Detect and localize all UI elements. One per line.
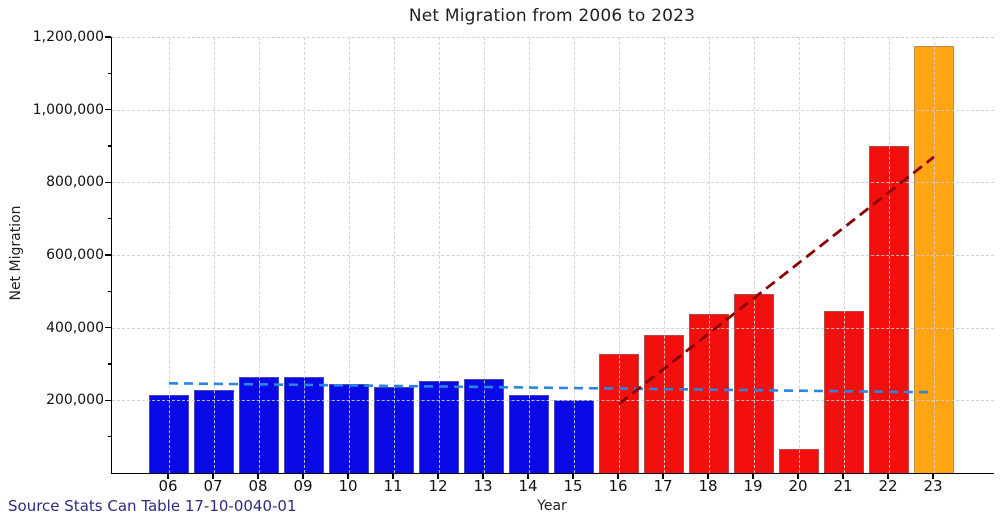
y-tick-mark — [105, 36, 111, 38]
gridline-vertical — [529, 37, 530, 473]
x-tick-mark — [527, 474, 529, 479]
recent-growth-trend — [618, 155, 935, 406]
x-tick-mark — [257, 474, 259, 479]
x-tick-mark — [302, 474, 304, 479]
gridline-vertical — [349, 37, 350, 473]
y-tick-mark — [105, 181, 111, 183]
x-tick-mark — [797, 474, 799, 479]
gridline-vertical — [799, 37, 800, 473]
gridline-vertical — [169, 37, 170, 473]
chart-title: Net Migration from 2006 to 2023 — [408, 6, 696, 26]
gridline-vertical — [439, 37, 440, 473]
x-tick-label: 08 — [248, 477, 268, 495]
gridline-vertical — [709, 37, 710, 473]
y-tick-mark — [105, 399, 111, 401]
source-note: Source Stats Can Table 17-10-0040-01 — [8, 497, 297, 515]
y-tick-label: 400,000 — [46, 319, 104, 336]
y-tick-label: 1,200,000 — [32, 29, 104, 45]
y-minor-tick-mark — [107, 290, 111, 292]
trendlines-overlay — [168, 155, 935, 406]
gridline-horizontal — [112, 327, 994, 329]
x-tick-label: 16 — [608, 477, 628, 495]
plot-area — [111, 37, 994, 474]
x-tick-mark — [572, 474, 574, 479]
x-tick-label: 07 — [203, 477, 223, 495]
gridline-vertical — [754, 37, 755, 473]
x-tick-mark — [662, 474, 664, 479]
y-tick-label: 800,000 — [46, 174, 104, 191]
gridline-vertical — [214, 37, 215, 473]
x-tick-label: 23 — [923, 477, 943, 495]
x-tick-label: 22 — [878, 477, 898, 495]
x-tick-mark — [482, 474, 484, 479]
x-tick-mark — [167, 474, 169, 479]
gridline-vertical — [844, 37, 845, 473]
y-tick-mark — [105, 327, 111, 329]
y-minor-tick-mark — [107, 218, 111, 220]
y-minor-tick-mark — [107, 436, 111, 438]
x-tick-label: 10 — [338, 477, 358, 495]
historic-average-trend — [168, 382, 935, 394]
x-tick-label: 09 — [293, 477, 313, 495]
y-minor-tick-mark — [107, 363, 111, 365]
y-tick-label: 600,000 — [46, 247, 104, 263]
x-tick-mark — [842, 474, 844, 479]
x-tick-label: 06 — [158, 477, 178, 495]
y-minor-tick-mark — [107, 72, 111, 74]
x-tick-label: 19 — [743, 477, 763, 495]
gridline-horizontal — [112, 109, 994, 111]
x-tick-mark — [347, 474, 349, 479]
gridline-vertical — [664, 37, 665, 473]
gridline-horizontal — [112, 182, 994, 184]
gridline-vertical — [889, 37, 890, 473]
gridline-vertical — [484, 37, 485, 473]
gridline-vertical — [619, 37, 620, 473]
y-tick-mark — [105, 109, 111, 111]
y-minor-tick-mark — [107, 145, 111, 147]
gridline-vertical — [394, 37, 395, 473]
x-tick-label: 12 — [428, 477, 448, 495]
x-tick-mark — [437, 474, 439, 479]
gridline-vertical — [934, 37, 935, 473]
x-tick-label: 20 — [788, 477, 808, 495]
x-tick-mark — [887, 474, 889, 479]
x-tick-mark — [707, 474, 709, 479]
x-tick-mark — [932, 474, 934, 479]
x-tick-mark — [212, 474, 214, 479]
x-tick-label: 13 — [473, 477, 493, 495]
x-tick-label: 11 — [383, 477, 403, 495]
y-tick-label: 200,000 — [46, 392, 104, 409]
gridline-vertical — [574, 37, 575, 473]
x-tick-label: 18 — [698, 477, 718, 495]
y-tick-label: 1,000,000 — [32, 101, 104, 118]
x-tick-mark — [617, 474, 619, 479]
x-tick-mark — [752, 474, 754, 479]
gridline-vertical — [259, 37, 260, 473]
x-tick-label: 15 — [563, 477, 583, 495]
x-tick-label: 21 — [833, 477, 853, 495]
y-tick-mark — [105, 254, 111, 256]
gridline-horizontal — [112, 400, 994, 402]
x-tick-label: 14 — [518, 477, 538, 495]
x-tick-mark — [392, 474, 394, 479]
x-axis-title: Year — [537, 498, 567, 514]
gridline-horizontal — [112, 255, 994, 256]
gridline-horizontal — [112, 37, 994, 38]
gridline-vertical — [304, 37, 305, 473]
x-tick-label: 17 — [653, 477, 673, 495]
